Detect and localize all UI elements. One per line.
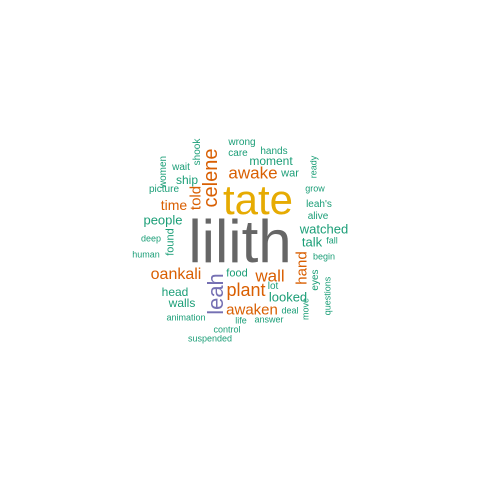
word-begin: begin [312, 251, 336, 262]
word-looked: looked [268, 289, 308, 305]
word-people: people [143, 212, 183, 228]
word-questions: questions [322, 276, 333, 316]
word-lot: lot [267, 281, 279, 292]
word-deep: deep [140, 233, 162, 244]
word-tate: tate [222, 176, 294, 223]
word-move: move [300, 297, 311, 321]
word-time: time [160, 197, 188, 213]
word-war: war [281, 167, 299, 180]
word-food: food [226, 267, 248, 280]
word-hands: hands [260, 146, 288, 157]
word-life: life [235, 315, 247, 326]
word-leahs: leah's [306, 199, 332, 210]
word-plant: plant [226, 280, 266, 300]
word-wait: wait [172, 162, 190, 173]
word-ship: ship [175, 173, 199, 187]
word-picture: picture [148, 184, 180, 195]
word-walls: walls [168, 296, 196, 310]
word-control: control [213, 324, 241, 335]
word-talk: talk [301, 234, 323, 250]
word-human: human [132, 249, 160, 260]
word-suspended: suspended [187, 333, 233, 344]
word-found: found [164, 228, 177, 256]
word-head: head [161, 285, 189, 299]
word-grow: grow [305, 183, 325, 194]
word-eyes: eyes [310, 269, 321, 291]
word-moment: moment [249, 154, 293, 168]
word-awaken: awaken [226, 301, 278, 319]
word-awake: awake [228, 163, 278, 183]
word-fall: fall [326, 235, 338, 246]
word-care: care [228, 148, 248, 159]
word-leah: leah [203, 273, 228, 315]
word-hand: hand [293, 251, 311, 285]
word-animation: animation [166, 312, 206, 323]
word-shook: shook [192, 138, 203, 166]
word-oankali: oankali [150, 266, 202, 283]
word-lilith: lilith [188, 208, 292, 275]
word-ready: ready [308, 155, 319, 179]
word-told: told [187, 185, 205, 211]
word-answer: answer [254, 314, 284, 325]
word-wall: wall [255, 266, 285, 286]
word-watched: watched [299, 221, 349, 237]
word-alive: alive [307, 211, 329, 222]
word-deal: deal [281, 305, 299, 316]
word-wrong: wrong [228, 137, 256, 148]
